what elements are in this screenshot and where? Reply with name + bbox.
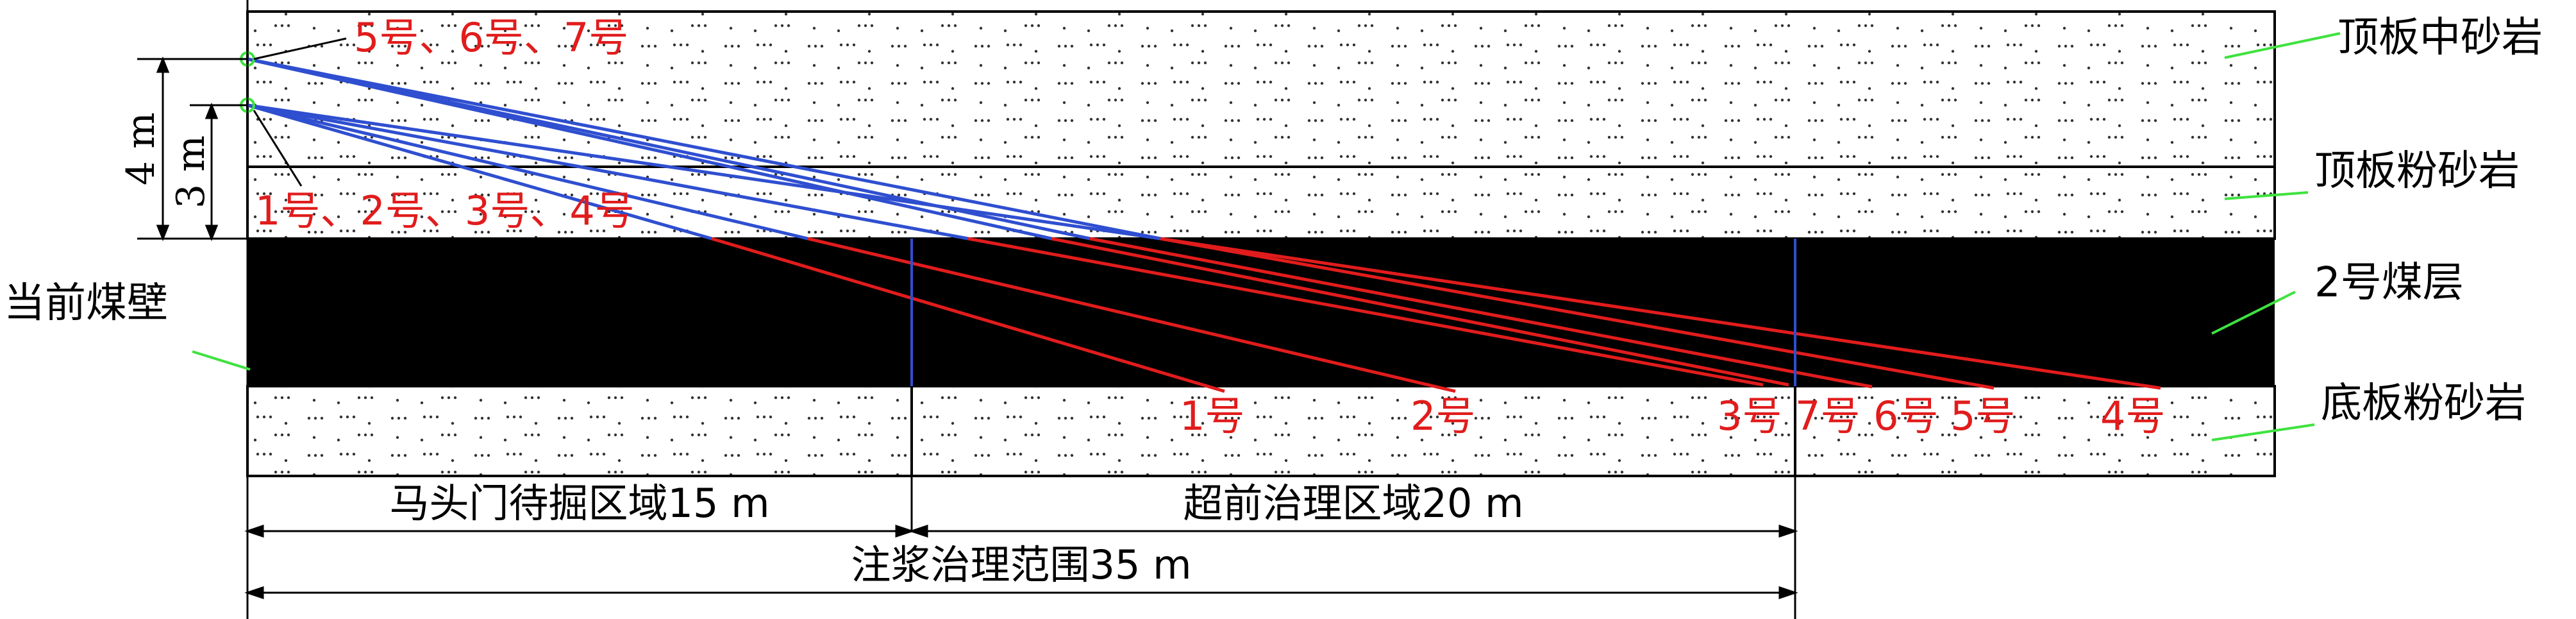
- floor-siltstone-label: 底板粉砂岩: [2321, 380, 2526, 427]
- height-4m-arrow-bottom: [156, 225, 170, 242]
- coal-wall-leader: [192, 350, 251, 371]
- height-3m-label: 3 m: [169, 135, 213, 208]
- borehole-label-4: 4号: [2100, 393, 2165, 439]
- roof-siltstone-leader: [2224, 191, 2309, 200]
- borehole-7-coal: [1051, 237, 1789, 387]
- group-pointers: [253, 37, 347, 187]
- borehole-label-6: 6号: [1873, 393, 1938, 439]
- upper-group-label: 5号、6号、7号: [354, 14, 628, 61]
- borehole-5-coal: [1160, 237, 1995, 390]
- roof-medium-sandstone-leader: [2224, 32, 2341, 59]
- zone1-arrow-left: [244, 524, 264, 538]
- zone-markers: [910, 239, 1796, 476]
- zone-dimensions: [244, 475, 1798, 619]
- borehole-5: [247, 57, 1161, 241]
- floor-siltstone-layer: [246, 385, 2276, 477]
- height-4m-arrow-top: [156, 56, 170, 73]
- coal-seam-label: 2号煤层: [2314, 259, 2464, 307]
- lower-group-pointer: [253, 110, 303, 187]
- height-3m-arrow-top: [205, 102, 219, 119]
- leaders: [192, 32, 2341, 441]
- zone1-label: 马头门待掘区域15 m: [390, 480, 770, 527]
- height-dimensions: [137, 0, 249, 619]
- height-4m-label: 4 m: [119, 112, 163, 185]
- floor-siltstone-leader: [2211, 423, 2315, 441]
- strata: [246, 10, 2276, 477]
- borehole-6-coal: [1089, 237, 1873, 389]
- borehole-label-2: 2号: [1410, 393, 1475, 439]
- height-3m-arrow-bottom: [205, 225, 219, 242]
- borehole-label-5: 5号: [1950, 393, 2015, 439]
- borehole-4: [247, 103, 1161, 241]
- upper-group-pointer: [253, 37, 347, 60]
- borehole-2-coal: [807, 237, 1456, 393]
- boreholes: [247, 57, 2161, 393]
- borehole-7: [247, 57, 1052, 241]
- total-arrow-left: [244, 586, 264, 600]
- zone2-arrow-right: [1778, 524, 1798, 538]
- zone1-arrow-right: [895, 524, 915, 538]
- roof-medium-sandstone-label: 顶板中砂岩: [2338, 14, 2543, 62]
- coal-seam-leader: [2211, 291, 2296, 335]
- borehole-label-3: 3号: [1717, 393, 1782, 439]
- lower-group-label: 1号、2号、3号、4号: [255, 187, 635, 234]
- borehole-label-7: 7号: [1795, 393, 1860, 439]
- labels: 5号、6号、7号 1号、2号、3号、4号 1号 2号 3号 7号 6号 5号 4…: [4, 14, 2543, 588]
- zone2-arrow-left: [908, 524, 928, 538]
- borehole-label-1: 1号: [1180, 393, 1244, 439]
- current-coal-wall-label: 当前煤壁: [4, 280, 168, 327]
- borehole-1-coal: [711, 237, 1225, 393]
- total-arrow-right: [1778, 586, 1798, 600]
- borehole-3: [247, 103, 969, 241]
- borehole-4-coal: [1160, 237, 2161, 390]
- total-label: 注浆治理范围35 m: [851, 541, 1192, 588]
- borehole-2: [247, 103, 808, 241]
- roof-medium-sandstone-layer: [246, 10, 2276, 168]
- zone2-label: 超前治理区域20 m: [1183, 480, 1524, 527]
- coal-seam-layer: [247, 239, 2275, 386]
- borehole-1: [247, 103, 712, 241]
- borehole-3-coal: [967, 237, 1764, 387]
- roof-siltstone-label: 顶板粉砂岩: [2314, 148, 2520, 195]
